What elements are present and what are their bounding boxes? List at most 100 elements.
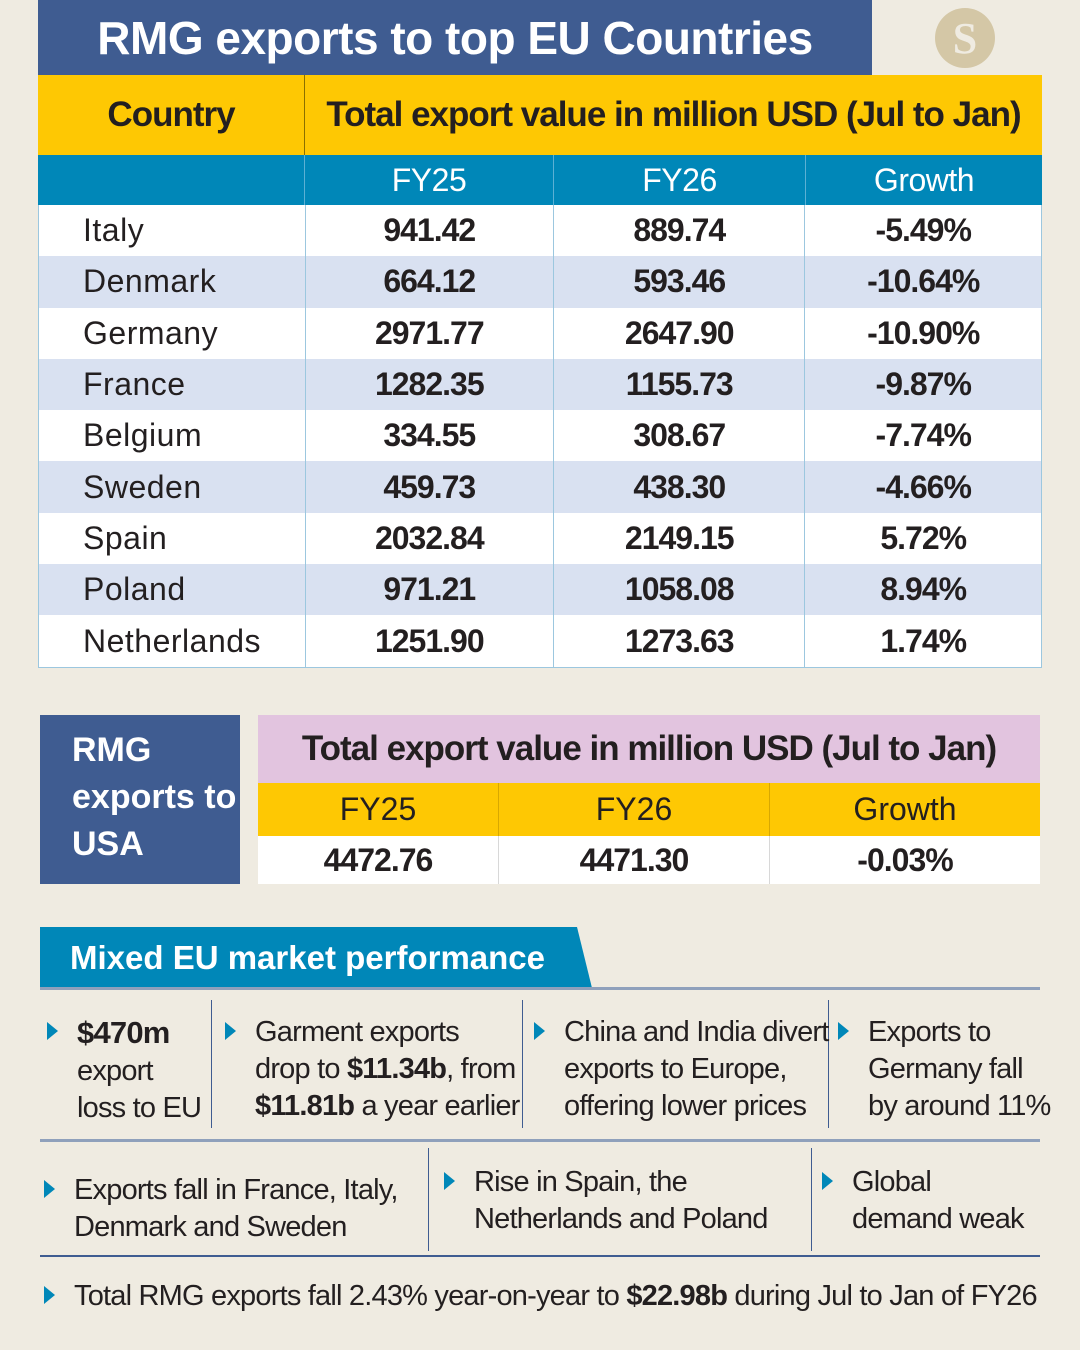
fy25-cell: 459.73: [304, 461, 553, 513]
fy26-cell: 308.67: [553, 410, 804, 462]
bullet-item: Rise in Spain, the Netherlands and Polan…: [444, 1164, 768, 1238]
bullet-item: Garment exports drop to $11.34b, from $1…: [225, 1014, 520, 1125]
usa-values: 4472.76 4471.30 -0.03%: [258, 836, 1040, 884]
bullet-text: , from: [446, 1053, 516, 1085]
fy25-cell: 664.12: [304, 256, 553, 308]
country-cell: Denmark: [83, 263, 217, 300]
fy26-cell: 438.30: [553, 461, 804, 513]
logo-icon: S: [935, 8, 995, 68]
growth-cell: -9.87%: [804, 358, 1041, 411]
triangle-bullet-icon: [534, 1022, 545, 1040]
fy25-cell: 1251.90: [304, 615, 553, 667]
growth-cell: -10.64%: [804, 256, 1041, 308]
fy26-cell: 889.74: [553, 205, 804, 257]
triangle-bullet-icon: [822, 1172, 833, 1190]
bullet-text: during Jul to Jan of FY26: [727, 1280, 1037, 1312]
table-row: Poland 971.21 1058.08 8.94%: [39, 564, 1041, 616]
country-cell: Germany: [83, 314, 219, 351]
usa-fy25-header: FY25: [339, 791, 417, 827]
table-row: Germany 2971.77 2647.90 -10.90%: [39, 307, 1041, 359]
bullet-item: $470m export loss to EU: [47, 1014, 202, 1127]
triangle-bullet-icon: [444, 1172, 455, 1190]
bullet-text: Exports to Germany fall by around 11%: [868, 1016, 1051, 1122]
growth-cell: 1.74%: [804, 615, 1041, 667]
bullet-item: Total RMG exports fall 2.43% year-on-yea…: [44, 1278, 1038, 1315]
growth-cell: -10.90%: [804, 307, 1041, 359]
bullet-item: China and India divert exports to Europe…: [534, 1014, 829, 1125]
bullet-item: Exports to Germany fall by around 11%: [838, 1014, 1051, 1125]
fy26-cell: 2149.15: [553, 512, 804, 565]
triangle-bullet-icon: [47, 1022, 58, 1040]
fy26-cell: 593.46: [553, 256, 804, 308]
bullet-text: Exports fall in France, Italy, Denmark a…: [74, 1174, 398, 1243]
eu-table-subheader: FY25 FY26 Growth: [38, 155, 1042, 205]
growth-cell: 5.72%: [804, 512, 1041, 565]
bullet-highlight: $11.81b: [255, 1090, 355, 1122]
usa-growth-header: Growth: [769, 783, 1040, 836]
blank-header: [38, 155, 304, 205]
fy26-header: FY26: [553, 155, 805, 205]
bullet-highlight: $470m: [77, 1015, 170, 1050]
country-cell: Belgium: [83, 417, 203, 454]
table-row: Netherlands 1251.90 1273.63 1.74%: [39, 615, 1041, 667]
bullet-text: China and India divert exports to Europe…: [564, 1016, 829, 1122]
divider: [211, 1000, 212, 1128]
country-cell: Italy: [83, 212, 145, 249]
triangle-bullet-icon: [838, 1022, 849, 1040]
bullet-text: Total RMG exports fall 2.43% year-on-yea…: [74, 1280, 627, 1312]
fy25-cell: 971.21: [304, 564, 553, 616]
country-cell: Poland: [83, 571, 186, 608]
table-row: Italy 941.42 889.74 -5.49%: [39, 205, 1041, 257]
divider: [828, 1000, 829, 1128]
eu-table: Country Total export value in million US…: [38, 75, 1042, 668]
growth-cell: -5.49%: [804, 205, 1041, 257]
bullet-item: Exports fall in France, Italy, Denmark a…: [44, 1172, 398, 1246]
country-cell: Netherlands: [83, 622, 262, 659]
table-row: France 1282.35 1155.73 -9.87%: [39, 358, 1041, 411]
usa-label: RMG exports to USA: [40, 715, 240, 884]
divider: [40, 1255, 1040, 1257]
fy26-cell: 1273.63: [553, 615, 804, 667]
bullet-highlight: $22.98b: [626, 1280, 728, 1312]
bullet-highlight: $11.34b: [346, 1053, 447, 1085]
bullet-text: a year earlier: [354, 1090, 520, 1122]
divider: [40, 987, 1040, 990]
growth-cell: 8.94%: [804, 564, 1041, 616]
fy25-cell: 2032.84: [304, 512, 553, 565]
fy26-cell: 1058.08: [553, 564, 804, 616]
table-row: Spain 2032.84 2149.15 5.72%: [39, 512, 1041, 565]
eu-table-body: Italy 941.42 889.74 -5.49% Denmark 664.12 593.…: [38, 205, 1042, 668]
group-header: Total export value in million USD (Jul t…: [304, 75, 1042, 155]
usa-table: RMG exports to USA Total export value in…: [40, 715, 1040, 884]
triangle-bullet-icon: [225, 1022, 236, 1040]
table-row: Denmark 664.12 593.46 -10.64%: [39, 256, 1041, 308]
growth-cell: -7.74%: [804, 410, 1041, 462]
country-cell: Sweden: [83, 468, 202, 505]
table-row: Belgium 334.55 308.67 -7.74%: [39, 410, 1041, 462]
fy25-cell: 334.55: [304, 410, 553, 462]
fy25-cell: 941.42: [304, 205, 553, 257]
fy26-cell: 1155.73: [553, 358, 804, 411]
usa-fy26-header: FY26: [498, 783, 769, 836]
mixed-heading: Mixed EU market performance: [40, 927, 592, 988]
usa-fy26-value: 4471.30: [498, 836, 769, 884]
bullet-text: Rise in Spain, the Netherlands and Polan…: [474, 1166, 768, 1235]
eu-table-header: Country Total export value in million US…: [38, 75, 1042, 155]
country-header: Country: [107, 95, 235, 134]
usa-growth-value: -0.03%: [769, 836, 1040, 884]
table-row: Sweden 459.73 438.30 -4.66%: [39, 461, 1041, 513]
country-cell: Spain: [83, 519, 168, 556]
triangle-bullet-icon: [44, 1286, 55, 1304]
fy25-header: FY25: [304, 155, 553, 205]
bullet-text: Garment exports drop to: [255, 1016, 460, 1085]
divider: [428, 1148, 429, 1251]
divider: [522, 1000, 523, 1128]
country-cell: France: [83, 366, 186, 403]
growth-header: Growth: [805, 155, 1042, 205]
usa-group-header: Total export value in million USD (Jul t…: [258, 715, 1040, 783]
divider: [40, 1139, 1040, 1142]
fy25-cell: 1282.35: [304, 358, 553, 411]
page-title: RMG exports to top EU Countries: [38, 0, 872, 75]
usa-subheader: FY25 FY26 Growth: [258, 783, 1040, 836]
triangle-bullet-icon: [44, 1180, 55, 1198]
